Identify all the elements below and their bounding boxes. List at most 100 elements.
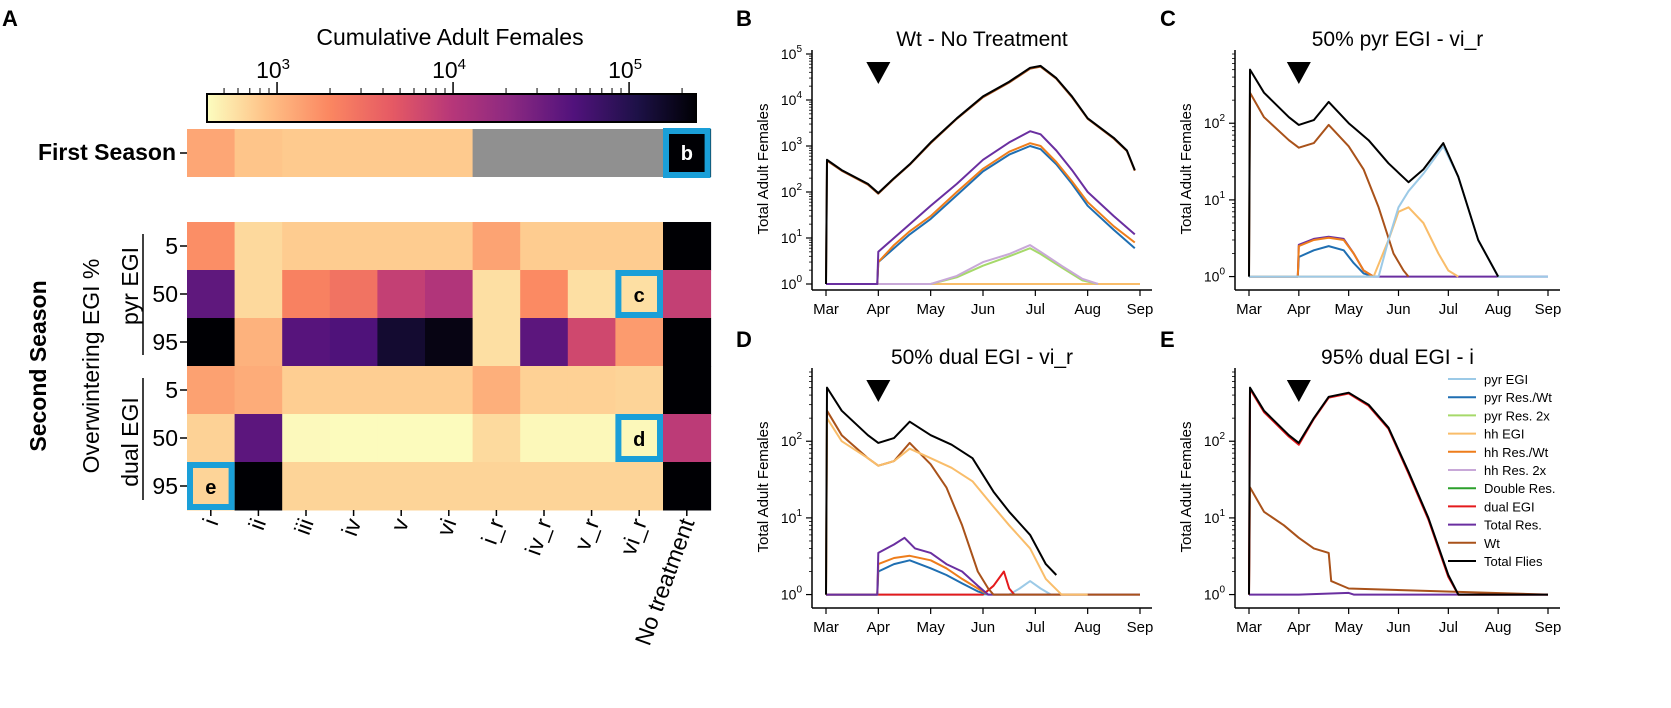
series-line-pyr-res-wt (826, 145, 1136, 285)
first-season-label: First Season (38, 139, 176, 165)
heatmap-cell (567, 270, 616, 319)
heatmap-cell (663, 270, 712, 319)
x-tick-label: Sep (1127, 619, 1154, 636)
heatmap-cell (282, 414, 331, 463)
heatmap-cell (377, 462, 426, 511)
heatmap-cell (472, 414, 521, 463)
y-tick-label: 102 (1204, 113, 1226, 131)
highlight-label-c: c (634, 285, 645, 307)
y-tick-label: 102 (781, 431, 803, 449)
x-tick-label: Mar (813, 301, 839, 318)
y-tick-label: 101 (1204, 190, 1226, 208)
y-axis-label: Total Adult Females (755, 422, 772, 553)
x-tick-label: Sep (1535, 619, 1562, 636)
heatmap-cell (234, 366, 283, 415)
series-line-hh-res-wt (826, 142, 1136, 285)
heatmap-cell (520, 270, 569, 319)
heatmap-cell (472, 270, 521, 319)
panel-letter-a: A (2, 6, 18, 31)
legend-label: hh EGI (1484, 427, 1524, 442)
heatmap-cell (520, 414, 569, 463)
col-label: i (197, 515, 223, 529)
x-tick-label: May (1334, 619, 1363, 636)
heatmap-cell (520, 366, 569, 415)
x-tick-label: Jul (1439, 619, 1458, 636)
series-line-wt (1248, 486, 1549, 596)
heatmap-cell (187, 462, 236, 511)
heatmap-cell (615, 318, 664, 367)
chart-title: 50% dual EGI - vi_r (891, 346, 1073, 369)
heatmap-cell (282, 318, 331, 367)
treatment-marker (1286, 62, 1311, 84)
heatmap-cell (567, 318, 616, 367)
series-line-total-res (1249, 235, 1548, 278)
x-tick-label: May (916, 619, 945, 636)
series-line-pyr-res-wt (1249, 245, 1374, 278)
series-line-pyr-res-wt (826, 559, 989, 596)
panel-letter-d: D (736, 327, 752, 352)
heatmap-cell (663, 318, 712, 367)
heatmap-cell (425, 270, 474, 319)
series-line-total-flies (825, 64, 1136, 285)
y-tick-label: 101 (781, 228, 803, 246)
panel-letter-c: C (1160, 6, 1176, 31)
col-label: iii (289, 515, 319, 538)
legend-label: pyr Res. 2x (1484, 408, 1550, 423)
heatmap-cell (615, 222, 664, 271)
col-label: v (386, 514, 415, 534)
series-line-pyr-res-2x (826, 247, 1099, 285)
y-tick-label: 101 (781, 508, 803, 526)
series-line-total-flies (1248, 386, 1548, 596)
heatmap-cell (234, 462, 283, 511)
first-season-cell (567, 129, 616, 177)
legend-label: pyr Res./Wt (1484, 390, 1552, 405)
col-label: vi (431, 515, 461, 540)
heatmap-cell (425, 462, 474, 511)
x-tick-label: May (916, 301, 945, 318)
heatmap-cell (567, 462, 616, 511)
heatmap-cell (425, 366, 474, 415)
heatmap-cell (615, 462, 664, 511)
heatmap-cell (282, 270, 331, 319)
heatmap-cell (567, 222, 616, 271)
heatmap-cell (234, 222, 283, 271)
highlight-label-b: b (681, 143, 693, 165)
y-tick-label: 100 (1204, 267, 1226, 285)
panel-d: D 50% dual EGI - vi_r Total Adult Females 1… (736, 327, 1153, 636)
heatmap-cell (377, 414, 426, 463)
heatmap-cell (187, 366, 236, 415)
col-label: i_r (476, 514, 509, 547)
heatmap-cell (663, 222, 712, 271)
heatmap-cell (615, 366, 664, 415)
heatmap-cell (187, 414, 236, 463)
highlight-box-b (663, 128, 711, 178)
heatmap-cell (567, 414, 616, 463)
x-tick-label: Apr (1287, 619, 1310, 636)
colorbar-tick-label: 104 (432, 56, 466, 83)
panel-letter-b: B (736, 6, 752, 31)
panel-a: A Cumulative Adult Females 103 104 105 Fir… (2, 6, 712, 649)
panel-e: E 95% dual EGI - i Total Adult Females 100 1… (1160, 327, 1561, 636)
series-line-hh-res-2x (826, 244, 1099, 285)
heatmap-cell (329, 414, 378, 463)
y-tick-label: 100 (781, 585, 803, 603)
heatmap-cell (377, 222, 426, 271)
heatmap-cell (282, 462, 331, 511)
series-line-hh-res-wt (1249, 236, 1375, 278)
row-label: 50 (152, 425, 178, 451)
y-axis-label: Total Adult Females (755, 104, 772, 235)
first-season-cell (377, 129, 426, 177)
panel-c: C 50% pyr EGI - vi_r Total Adult Females 10… (1160, 6, 1561, 318)
colorbar-ticks: 103 104 105 (223, 56, 683, 94)
legend-label: pyr EGI (1484, 372, 1528, 387)
legend-label: Total Res. (1484, 518, 1542, 533)
legend-label: hh Res. 2x (1484, 463, 1547, 478)
first-season-cell (234, 129, 283, 177)
heatmap-cell (663, 366, 712, 415)
legend-label: Double Res. (1484, 481, 1556, 496)
x-tick-label: Sep (1535, 301, 1562, 318)
heatmap-cell (377, 318, 426, 367)
x-tick-label: Jul (1026, 619, 1045, 636)
treatment-marker (1286, 380, 1311, 402)
row-label: 5 (165, 233, 178, 259)
